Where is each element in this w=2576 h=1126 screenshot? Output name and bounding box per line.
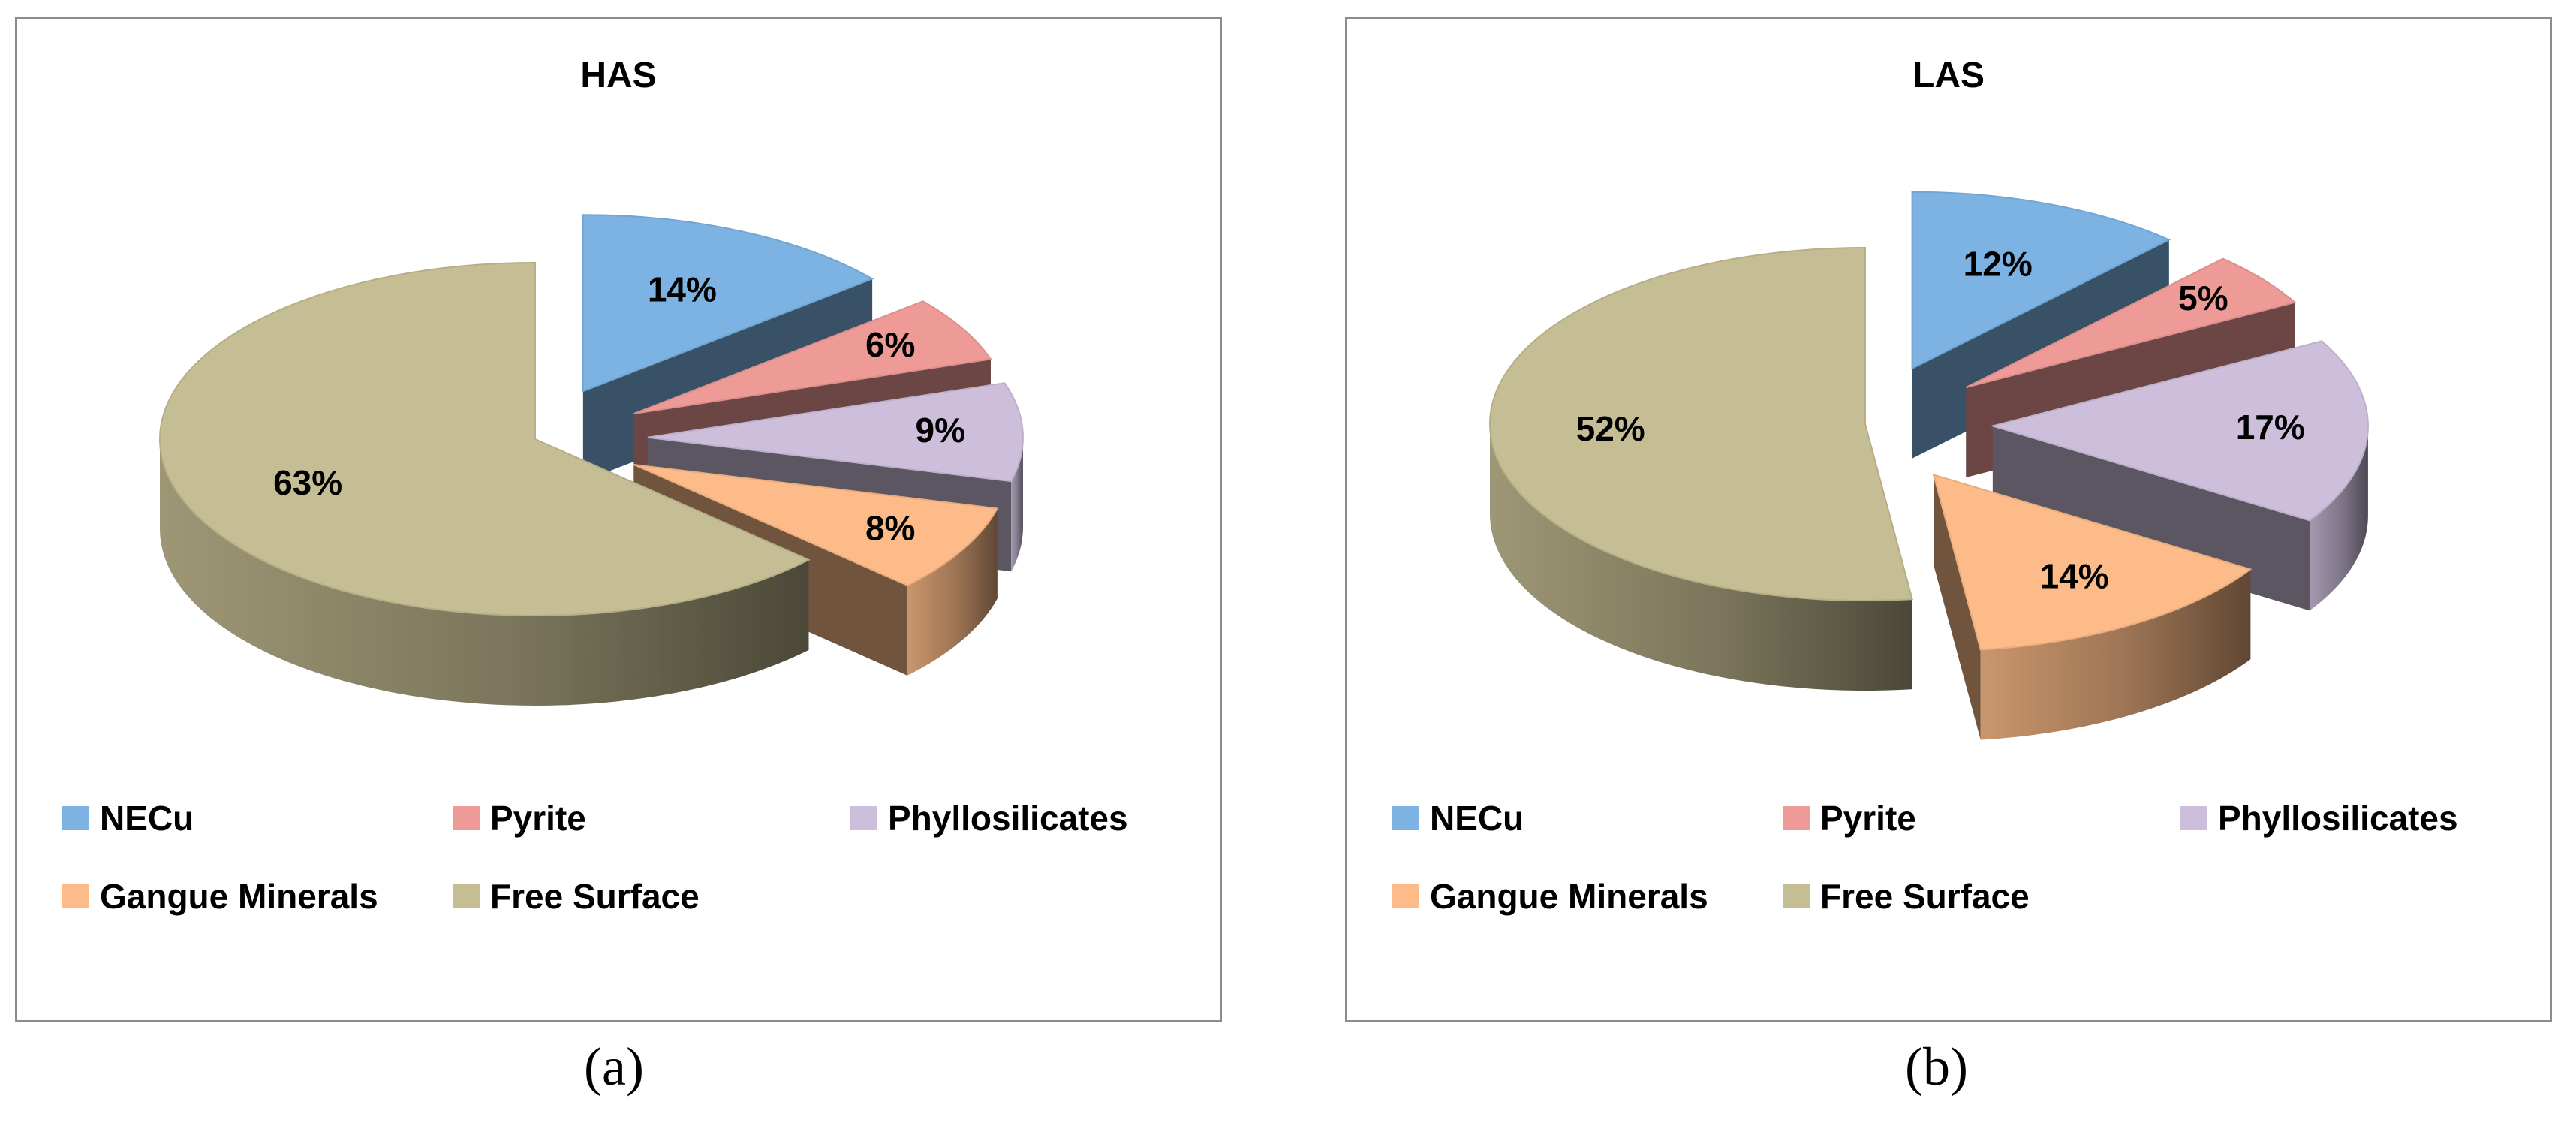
legend-item-free-surface: Free Surface [1783,874,2030,919]
pie-slice-side-free-surface-front [1490,424,1912,691]
data-label-free-surface: 63% [273,463,342,502]
pie-slice-side-phyllosilicates-front [1011,437,1023,572]
legend-swatch-free-surface [1783,884,1810,908]
caption-a: (a) [584,1037,644,1097]
chart-panel-las: LAS 12% 5% 17% 14% 52% NECu Pyrite Phyllosil… [1345,17,2552,1022]
legend-label: NECu [100,799,194,838]
pie-slice-free-surface [1489,246,1913,601]
pie-slice-side-gangue-minerals-front [907,508,998,676]
pie-slice-side-free-surface-front [160,439,809,706]
legend: NECu Pyrite Phyllosilicates Gangue Miner… [17,796,1220,946]
legend-label: Free Surface [1820,877,2030,916]
legend-label: Pyrite [490,799,586,838]
pie-labels: 14% 6% 9% 8% 63% [273,270,965,548]
pie-slice-side-phyllosilicates-front [2310,426,2368,611]
pie-slice-phyllosilicates [1990,340,2369,522]
pie-slice-gangue-minerals [1932,473,2252,651]
data-label-necu: 14% [648,270,717,309]
data-label-gangue-minerals: 8% [865,508,915,547]
legend-item-free-surface: Free Surface [453,874,700,919]
legend-label: Gangue Minerals [1430,877,1708,916]
data-label-pyrite: 6% [865,325,915,364]
pie-slice-necu [1911,191,2171,370]
legend-swatch-phyllosilicates [850,806,877,830]
data-label-necu: 12% [1964,244,2033,283]
legend-item-pyrite: Pyrite [453,796,586,841]
legend-item-necu: NECu [62,796,194,841]
pie-slice-side-gangue-minerals-front [1980,569,2251,740]
legend-swatch-necu [62,806,89,830]
legend-label: Free Surface [490,877,700,916]
data-label-phyllosilicates: 9% [915,411,964,450]
chart-panel-has: HAS 14% 6% 9% 8% 63% NECu Pyrite Phyllosilic… [15,17,1222,1022]
pie-slice-pyrite [1965,257,2297,388]
caption-b: (b) [1905,1037,1968,1097]
legend-label: Phyllosilicates [2218,799,2458,838]
legend-label: Phyllosilicates [888,799,1128,838]
legend-item-pyrite: Pyrite [1783,796,1916,841]
pie-slice-phyllosilicates [647,382,1024,483]
legend-swatch-phyllosilicates [2180,806,2207,830]
pie-chart-las: 12% 5% 17% 14% 52% [1489,191,2369,740]
legend-swatch-gangue [62,884,89,908]
pie-slice-gangue-minerals [633,463,999,586]
pie-chart-has: 14% 6% 9% 8% 63% [159,214,1024,706]
pie-labels: 12% 5% 17% 14% 52% [1576,244,2305,595]
legend-swatch-necu [1392,806,1419,830]
legend-label: Gangue Minerals [100,877,378,916]
pie-slice-pyrite [633,300,992,415]
pie-slice-free-surface [159,261,811,616]
pie-tops [1489,191,2369,651]
legend-item-gangue: Gangue Minerals [62,874,378,919]
chart-title: HAS [580,56,657,95]
legend-swatch-gangue [1392,884,1419,908]
legend-item-phyllosilicates: Phyllosilicates [850,796,1128,841]
legend-label: Pyrite [1820,799,1916,838]
data-label-pyrite: 5% [2178,278,2228,318]
legend: NECu Pyrite Phyllosilicates Gangue Miner… [1347,796,2550,946]
legend-item-phyllosilicates: Phyllosilicates [2180,796,2458,841]
data-label-phyllosilicates: 17% [2236,408,2305,447]
data-label-gangue-minerals: 14% [2040,557,2109,596]
pie-slice-necu [582,214,874,393]
legend-item-gangue: Gangue Minerals [1392,874,1708,919]
legend-label: NECu [1430,799,1524,838]
legend-swatch-pyrite [453,806,480,830]
data-label-free-surface: 52% [1576,409,1645,448]
chart-title: LAS [1912,56,1985,95]
legend-swatch-free-surface [453,884,480,908]
legend-item-necu: NECu [1392,796,1524,841]
legend-swatch-pyrite [1783,806,1810,830]
pie-slice-side-gangue-minerals-end [1934,474,1981,740]
pie-tops [159,214,1024,616]
